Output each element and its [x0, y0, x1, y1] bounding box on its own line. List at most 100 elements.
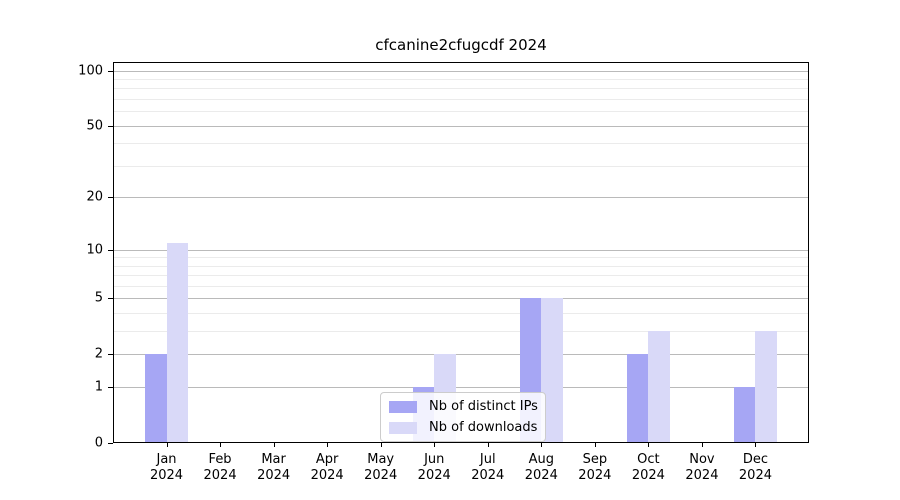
y-tick-label: 100 [78, 63, 103, 79]
bar-oct-downloads [648, 331, 670, 443]
x-tick-label: May 2024 [351, 452, 411, 484]
x-tick-month: Nov [689, 452, 715, 467]
x-tick-month: Mar [261, 452, 286, 467]
x-tick-label: Nov 2024 [672, 452, 732, 484]
x-tick-label: Jun 2024 [404, 452, 464, 484]
bar-dec-distinct-ips [734, 387, 756, 443]
x-tick-mark [167, 443, 168, 447]
chart-title: cfcanine2cfugcdf 2024 [375, 36, 547, 54]
x-tick-label: Mar 2024 [244, 452, 304, 484]
x-tick-mark [488, 443, 489, 447]
x-tick-month: Jul [479, 452, 496, 467]
minor-gridline [114, 313, 808, 314]
x-tick-label: Sep 2024 [565, 452, 625, 484]
x-tick-mark [381, 443, 382, 447]
major-gridline [114, 298, 808, 299]
legend-row-downloads: Nb of downloads [389, 419, 537, 436]
x-tick-year: 2024 [471, 468, 505, 483]
y-tick-label: 5 [94, 290, 103, 306]
x-tick-month: Apr [315, 452, 339, 467]
x-tick-mark [541, 443, 542, 447]
x-tick-month: Dec [742, 452, 769, 467]
x-tick-year: 2024 [203, 468, 237, 483]
minor-gridline [114, 143, 808, 144]
y-tick-mark [108, 354, 113, 355]
bar-aug-downloads [541, 298, 563, 443]
x-tick-mark [595, 443, 596, 447]
y-tick-mark [108, 298, 113, 299]
minor-gridline [114, 275, 808, 276]
legend-swatch-distinct-ips [389, 400, 417, 413]
x-tick-mark [648, 443, 649, 447]
x-tick-year: 2024 [149, 468, 184, 483]
major-gridline [114, 354, 808, 355]
x-tick-mark [434, 443, 435, 447]
minor-gridline [114, 111, 808, 112]
bar-jan-downloads [166, 242, 188, 443]
minor-gridline [114, 166, 808, 167]
minor-gridline [114, 331, 808, 332]
y-tick-label: 50 [86, 118, 103, 134]
x-tick-label: Jul 2024 [458, 452, 518, 484]
y-tick-label: 10 [86, 242, 103, 258]
x-tick-year: 2024 [738, 468, 772, 483]
minor-gridline [114, 266, 808, 267]
x-tick-label: Feb 2024 [190, 452, 250, 484]
x-tick-mark [702, 443, 703, 447]
major-gridline [114, 250, 808, 251]
x-tick-month: May [367, 452, 395, 467]
legend-label-distinct-ips: Nb of distinct IPs [429, 399, 538, 414]
y-tick-label: 20 [86, 189, 103, 205]
legend-row-distinct-ips: Nb of distinct IPs [389, 398, 538, 415]
major-gridline [114, 126, 808, 127]
minor-gridline [114, 88, 808, 89]
minor-gridline [114, 286, 808, 287]
x-tick-label: Oct 2024 [618, 452, 678, 484]
minor-gridline [114, 257, 808, 258]
x-tick-year: 2024 [631, 468, 665, 483]
minor-gridline [114, 99, 808, 100]
x-tick-month: Oct [637, 452, 660, 467]
x-tick-label: Jan 2024 [137, 452, 197, 484]
x-tick-mark [327, 443, 328, 447]
x-tick-year: 2024 [524, 468, 558, 483]
bar-jan-distinct-ips [145, 354, 167, 443]
legend: Nb of distinct IPs Nb of downloads [380, 392, 546, 442]
bar-dec-downloads [755, 331, 777, 443]
legend-label-downloads: Nb of downloads [429, 420, 538, 435]
x-tick-month: Aug [528, 452, 554, 467]
x-tick-month: Jan [156, 452, 177, 467]
y-tick-mark [108, 126, 113, 127]
y-tick-mark [108, 71, 113, 72]
y-tick-label: 0 [94, 435, 103, 451]
x-tick-mark [755, 443, 756, 447]
x-tick-year: 2024 [257, 468, 291, 483]
x-tick-year: 2024 [685, 468, 719, 483]
y-tick-mark [108, 443, 113, 444]
y-tick-mark [108, 250, 113, 251]
x-tick-month: Jun [424, 452, 445, 467]
x-tick-year: 2024 [310, 468, 344, 483]
minor-gridline [114, 79, 808, 80]
x-tick-month: Feb [208, 452, 232, 467]
x-tick-label: Aug 2024 [511, 452, 571, 484]
bar-oct-distinct-ips [626, 354, 649, 443]
x-tick-label: Dec 2024 [725, 452, 785, 484]
x-tick-year: 2024 [364, 468, 398, 483]
major-gridline [114, 387, 808, 388]
x-tick-mark [274, 443, 275, 447]
x-tick-year: 2024 [578, 468, 612, 483]
major-gridline [114, 197, 808, 198]
y-tick-mark [108, 197, 113, 198]
x-tick-year: 2024 [417, 468, 451, 483]
y-tick-label: 1 [94, 379, 103, 395]
x-tick-mark [220, 443, 221, 447]
x-tick-month: Sep [582, 452, 608, 467]
y-tick-mark [108, 387, 113, 388]
plot-area-border [113, 62, 809, 443]
major-gridline [114, 71, 808, 72]
x-tick-label: Apr 2024 [297, 452, 357, 484]
y-tick-label: 2 [94, 346, 103, 362]
legend-swatch-downloads [389, 421, 417, 434]
